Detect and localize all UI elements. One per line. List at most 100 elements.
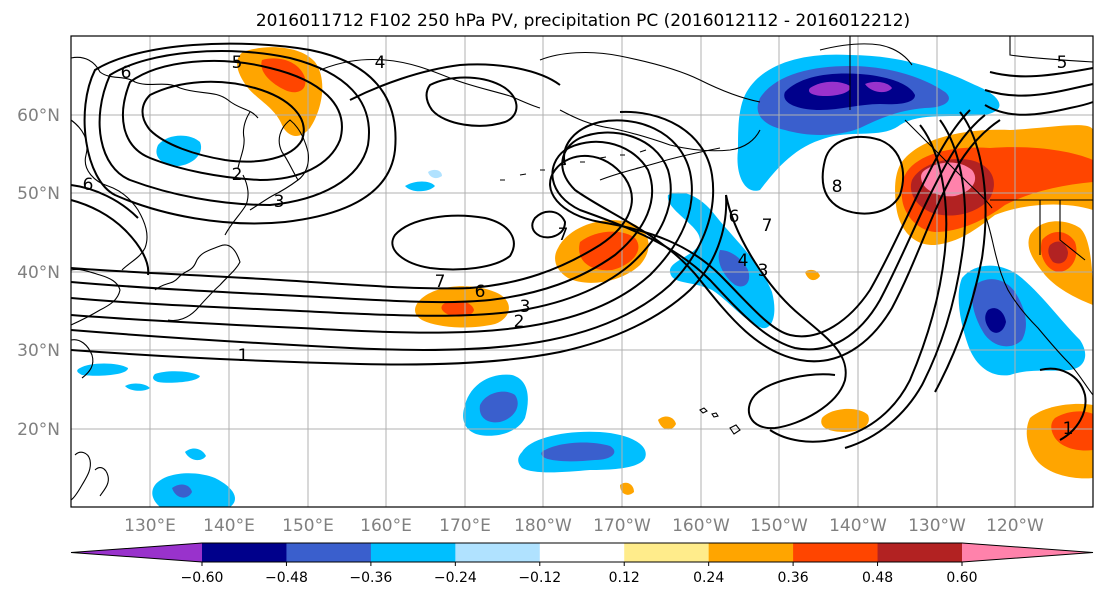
colorbar-swatch bbox=[455, 543, 541, 562]
pv-contour bbox=[391, 214, 515, 271]
pv-label: 6 bbox=[83, 175, 94, 195]
pv-contour bbox=[844, 119, 967, 449]
colorbar: −0.60 −0.48 −0.36 −0.24 −0.12 0.12 0.24 0.36 0.4… bbox=[70, 542, 1094, 586]
pv-contour bbox=[98, 50, 370, 207]
precip-blob-negative bbox=[405, 181, 435, 192]
pv-label: 7 bbox=[558, 225, 569, 245]
colorbar-swatch bbox=[370, 543, 456, 562]
pv-label: 2 bbox=[232, 165, 243, 185]
lon-tick-label: 150°W bbox=[750, 516, 808, 536]
precip-blob-negative bbox=[985, 308, 1006, 333]
map-frame bbox=[70, 35, 1094, 508]
pv-label: 3 bbox=[520, 297, 531, 317]
lon-tick-label: 160°W bbox=[672, 516, 730, 536]
lat-tick-label: 60°N bbox=[17, 106, 60, 126]
colorbar-swatch bbox=[877, 543, 963, 562]
pv-label: 6 bbox=[121, 63, 132, 83]
pv-contour bbox=[769, 124, 948, 443]
lon-tick-label: 180°W bbox=[514, 516, 572, 536]
colorbar-swatch bbox=[624, 543, 710, 562]
precip-blob-negative bbox=[77, 363, 128, 376]
pv-contour bbox=[141, 80, 305, 163]
pv-contour bbox=[934, 111, 987, 393]
pv-label: 3 bbox=[758, 261, 769, 281]
precip-blob-positive bbox=[261, 58, 306, 93]
colorbar-tick-label: 0.60 bbox=[946, 570, 977, 586]
colorbar-tick-label: 0.24 bbox=[693, 570, 724, 586]
precip-positive-regions bbox=[237, 47, 1093, 495]
lon-tick-label: 140°W bbox=[829, 516, 887, 536]
pv-label: 4 bbox=[375, 53, 386, 73]
lat-tick-label: 50°N bbox=[17, 184, 60, 204]
lon-tick-label: 130°W bbox=[908, 516, 966, 536]
colorbar-swatch bbox=[71, 543, 202, 562]
pv-contour bbox=[70, 114, 986, 351]
pv-contour bbox=[83, 42, 397, 225]
lon-tick-label: 120°W bbox=[986, 516, 1044, 536]
lon-tick-label: 170°E bbox=[439, 516, 491, 536]
pv-label: 2 bbox=[514, 312, 525, 332]
precip-blob-negative bbox=[479, 391, 518, 423]
map-panel: 6 5 4 6 2 3 7 7 6 3 2 1 8 7 6 4 3 5 1 6 bbox=[70, 35, 1094, 508]
pv-contour bbox=[821, 135, 905, 215]
pv-label: 1 bbox=[1063, 419, 1074, 439]
colorbar-swatch bbox=[708, 543, 794, 562]
lon-tick-label: 170°W bbox=[593, 516, 651, 536]
lon-tick-label: 140°E bbox=[203, 516, 255, 536]
pv-contour bbox=[349, 63, 561, 101]
precip-blob-negative bbox=[718, 250, 750, 287]
map-gridlines bbox=[71, 36, 1093, 507]
precip-blob-positive bbox=[821, 408, 869, 432]
precip-blob-negative bbox=[428, 169, 442, 179]
pv-label: 1 bbox=[238, 346, 249, 366]
precip-blob-positive bbox=[620, 482, 634, 495]
precip-blob-positive bbox=[579, 231, 639, 271]
coastlines bbox=[70, 36, 1094, 501]
precip-blob-negative bbox=[152, 473, 235, 507]
pv-label: 7 bbox=[762, 216, 773, 236]
pv-contour-labels: 6 5 4 6 2 3 7 7 6 3 2 1 8 7 6 4 3 5 1 6 bbox=[83, 53, 1074, 439]
pv-contour bbox=[989, 67, 1094, 78]
pv-contour bbox=[984, 83, 1094, 97]
map-title: 2016011712 F102 250 hPa PV, precipitatio… bbox=[256, 11, 910, 31]
pv-contour bbox=[70, 194, 728, 366]
precip-blob-positive bbox=[441, 300, 474, 317]
pv-contour bbox=[984, 101, 1094, 116]
colorbar-tick-label: 0.36 bbox=[778, 570, 809, 586]
lon-tick-label: 130°E bbox=[124, 516, 176, 536]
precip-blob-positive bbox=[237, 47, 323, 136]
colorbar-swatch bbox=[793, 543, 879, 562]
precip-blob-negative bbox=[125, 383, 150, 391]
precip-blob-negative bbox=[153, 371, 200, 383]
lon-tick-label: 160°E bbox=[360, 516, 412, 536]
colorbar-tick-label: −0.36 bbox=[349, 570, 392, 586]
precip-blob-negative bbox=[808, 81, 851, 96]
colorbar-swatch bbox=[539, 543, 625, 562]
lon-tick-label: 150°E bbox=[282, 516, 334, 536]
lat-axis: 60°N 50°N 40°N 30°N 20°N bbox=[17, 106, 60, 440]
precip-blob-negative bbox=[541, 442, 615, 462]
colorbar-tick-label: −0.48 bbox=[265, 570, 308, 586]
pv-label: 4 bbox=[738, 251, 749, 271]
precip-blob-positive bbox=[1048, 241, 1068, 264]
pv-contour bbox=[70, 119, 1001, 363]
pv-label: 7 bbox=[435, 272, 446, 292]
lon-axis: 130°E 140°E 150°E 160°E 170°E 180°W 170°… bbox=[124, 516, 1044, 536]
pv-contour bbox=[70, 109, 971, 338]
lat-tick-label: 20°N bbox=[17, 420, 60, 440]
pv-contour bbox=[70, 119, 693, 334]
pv-contour bbox=[725, 194, 847, 430]
pv-contour bbox=[425, 76, 518, 127]
colorbar-tick-label: 0.12 bbox=[609, 570, 640, 586]
precip-blob-negative bbox=[185, 448, 206, 461]
pv-label: 6 bbox=[475, 282, 486, 302]
pv-contour bbox=[121, 59, 343, 182]
precip-blob-negative bbox=[172, 484, 192, 498]
colorbar-tick-label: 0.48 bbox=[862, 570, 893, 586]
colorbar-tick-label: −0.12 bbox=[518, 570, 561, 586]
colorbar-tick-label: −0.24 bbox=[434, 570, 477, 586]
precip-blob-positive bbox=[658, 416, 676, 430]
pv-contour bbox=[1039, 367, 1087, 441]
pv-label: 8 bbox=[832, 177, 843, 197]
pv-contour bbox=[70, 199, 150, 276]
